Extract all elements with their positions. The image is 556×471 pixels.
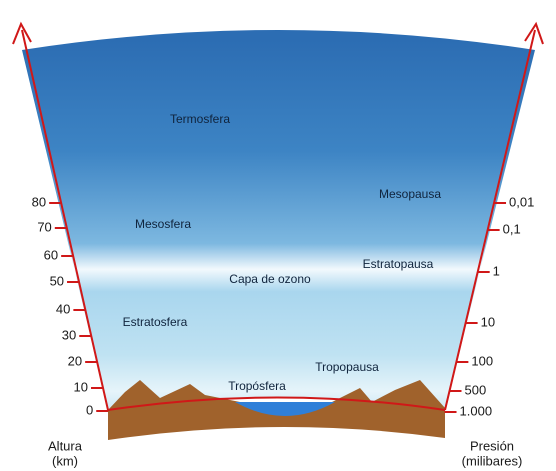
right-tick-label: 1.000 (460, 403, 493, 418)
right-tick-label: 1 (493, 263, 500, 278)
atmosphere-diagram: Altura (km) Presión (milibares) Termosfe… (0, 0, 556, 471)
left-tick-label: 60 (44, 247, 58, 262)
left-tick-label: 80 (32, 194, 46, 209)
layer-label: Estratopausa (363, 257, 434, 271)
left-tick-label: 30 (62, 327, 76, 342)
right-tick-label: 0,1 (503, 221, 521, 236)
layer-label: Estratosfera (123, 315, 188, 329)
left-tick-label: 50 (50, 273, 64, 288)
layer-label: Tropósfera (228, 379, 286, 393)
right-tick-label: 500 (465, 382, 487, 397)
left-tick-label: 70 (37, 219, 51, 234)
right-tick-label: 100 (471, 353, 493, 368)
layer-label: Termosfera (170, 112, 230, 126)
left-tick-label: 40 (56, 301, 70, 316)
left-tick-label: 10 (74, 379, 88, 394)
left-tick-label: 0 (86, 402, 93, 417)
layer-label: Mesopausa (379, 187, 441, 201)
layer-label: Tropopausa (315, 360, 379, 374)
right-axis-unit: (milibares) (462, 453, 523, 468)
right-tick-label: 10 (481, 314, 495, 329)
right-tick-label: 0,01 (509, 194, 534, 209)
left-tick-label: 20 (68, 353, 82, 368)
layer-label: Capa de ozono (229, 272, 311, 286)
left-axis-unit: (km) (52, 453, 78, 468)
layer-label: Mesosfera (135, 217, 191, 231)
left-axis-label: Altura (48, 438, 83, 453)
right-axis-label: Presión (470, 438, 514, 453)
